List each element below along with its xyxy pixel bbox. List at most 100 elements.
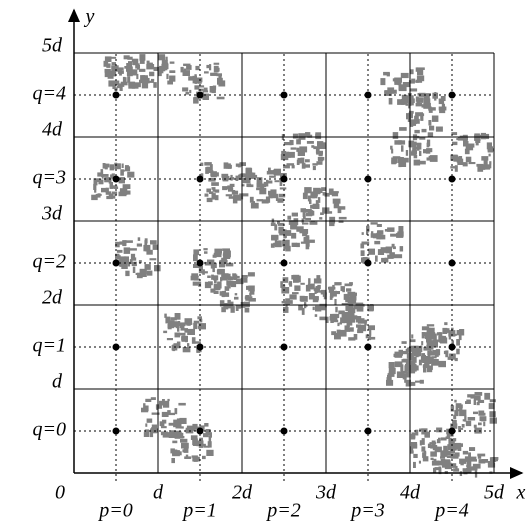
gray-patch	[481, 133, 486, 139]
gray-patch	[238, 165, 241, 168]
gray-patch	[220, 300, 225, 306]
column-label: p=4	[433, 500, 469, 522]
gray-patch	[173, 424, 177, 428]
gray-patch	[150, 240, 157, 244]
gray-patch	[246, 286, 252, 290]
gray-patch	[422, 355, 426, 361]
gray-patch	[206, 189, 211, 193]
gray-patch	[280, 281, 283, 288]
gray-patch	[169, 70, 175, 73]
gray-patch	[345, 284, 353, 287]
gray-patch	[456, 349, 460, 355]
gray-patch	[181, 436, 184, 438]
gray-patch	[415, 80, 418, 82]
gray-patch	[145, 423, 147, 426]
gray-patch	[427, 157, 432, 160]
gray-patch	[140, 75, 145, 80]
gray-patch	[194, 74, 196, 77]
gray-patch	[400, 157, 404, 163]
gray-patch	[104, 177, 111, 182]
gray-patch	[250, 175, 257, 178]
gray-patch	[417, 76, 424, 82]
gray-patch	[292, 292, 299, 294]
gray-patch	[222, 292, 230, 297]
gray-patch	[308, 278, 310, 284]
gray-patch	[457, 156, 461, 162]
gray-patch	[178, 333, 185, 336]
gray-patch	[94, 190, 96, 193]
gray-patch	[203, 90, 208, 92]
gray-patch	[478, 455, 481, 459]
gray-patch	[348, 319, 355, 323]
gray-patch	[412, 147, 416, 152]
gray-patch	[400, 364, 403, 371]
gray-patch	[419, 429, 423, 431]
gray-patch	[194, 321, 200, 324]
gray-patch	[184, 456, 191, 459]
gray-patch	[211, 182, 219, 186]
gray-patch	[466, 157, 472, 162]
gray-patch	[482, 459, 488, 463]
gray-patch	[296, 276, 301, 283]
gray-patch	[230, 184, 235, 187]
gray-patch	[314, 279, 317, 283]
gray-patch	[403, 359, 407, 362]
grid-point	[197, 92, 204, 99]
gray-patch	[478, 411, 484, 416]
gray-patch	[98, 193, 101, 197]
gray-patch	[466, 400, 471, 405]
gray-patch	[167, 399, 169, 401]
gray-patch	[478, 423, 482, 426]
gray-patch	[194, 456, 198, 462]
gray-patch	[491, 457, 498, 460]
gray-patch	[180, 439, 187, 443]
gray-patch	[183, 347, 191, 352]
gray-patch	[395, 352, 403, 358]
gray-patch	[175, 433, 181, 439]
gray-patch	[336, 291, 340, 294]
gray-patch	[236, 305, 239, 311]
grid-point	[449, 260, 456, 267]
column-label: p=2	[265, 500, 301, 522]
gray-patch	[212, 266, 215, 272]
gray-patch	[422, 104, 429, 107]
gray-patch	[456, 138, 459, 140]
gray-patch	[280, 187, 287, 189]
gray-patch	[426, 148, 432, 152]
gray-patch	[186, 92, 189, 94]
gray-patch	[257, 199, 263, 201]
gray-patch	[301, 208, 307, 212]
gray-patch	[489, 411, 495, 417]
gray-patch	[248, 272, 255, 276]
gray-patch	[114, 66, 118, 70]
gray-patch	[246, 184, 251, 188]
gray-patch	[182, 87, 188, 91]
gray-patch	[127, 172, 134, 178]
gray-patch	[205, 282, 211, 288]
gray-patch	[235, 293, 238, 295]
gray-patch	[437, 332, 442, 335]
gray-patch	[333, 199, 341, 204]
gray-patch	[222, 186, 227, 190]
grid-point	[365, 176, 372, 183]
gray-patch	[136, 74, 138, 79]
gray-patch	[450, 447, 457, 450]
gray-patch	[110, 164, 115, 170]
gray-patch	[413, 462, 416, 468]
gray-patch	[122, 240, 126, 246]
gray-patch	[316, 161, 322, 165]
gray-patch	[300, 149, 306, 152]
gray-patch	[428, 357, 434, 362]
grid-point	[365, 92, 372, 99]
gray-patch	[162, 60, 168, 65]
gray-patch	[411, 365, 415, 371]
gray-patch	[432, 116, 439, 122]
gray-patch	[143, 403, 145, 409]
gray-patch	[475, 392, 483, 396]
gray-patch	[223, 251, 231, 258]
gray-patch	[310, 222, 318, 225]
gray-patch	[204, 446, 210, 448]
gray-patch	[291, 233, 296, 239]
gray-patch	[245, 308, 250, 313]
gray-patch	[331, 331, 336, 335]
